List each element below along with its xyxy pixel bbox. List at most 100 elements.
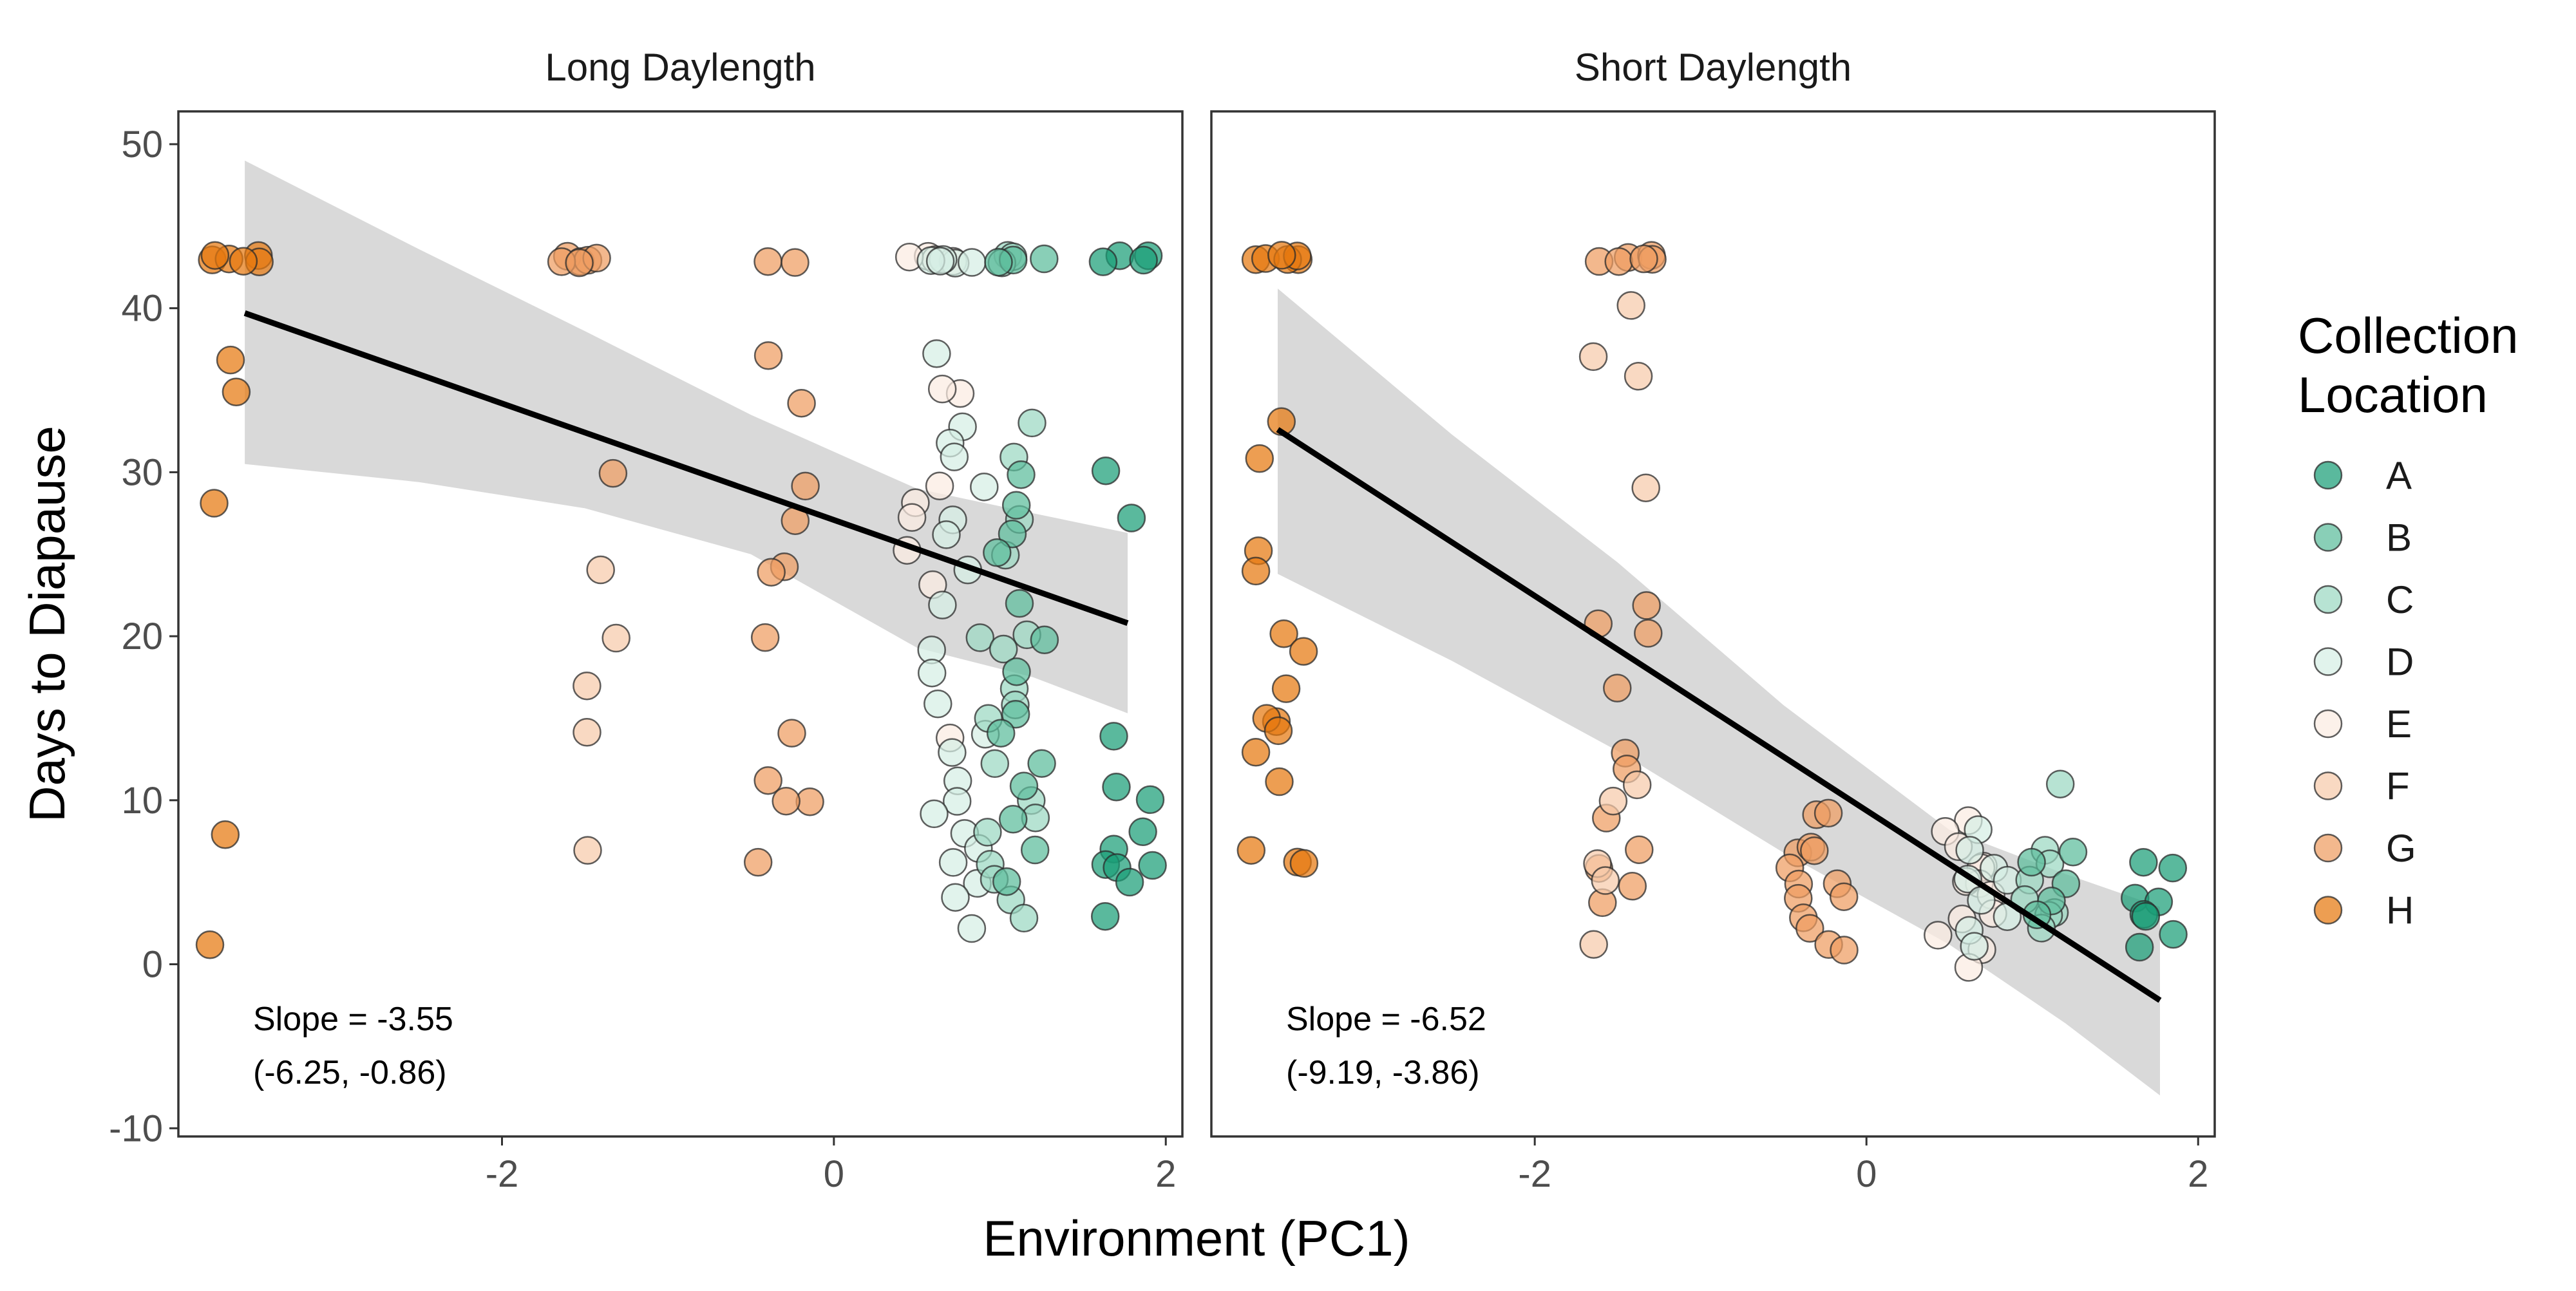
- data-point-G: [787, 388, 816, 418]
- data-point-G: [1604, 247, 1633, 276]
- data-point-C: [973, 818, 1002, 847]
- legend-item-E: E: [2313, 702, 2412, 746]
- legend-item-H: H: [2313, 889, 2414, 932]
- data-point-A: [2159, 919, 2188, 949]
- data-point-G: [1814, 798, 1843, 828]
- data-point-A: [2129, 847, 2158, 877]
- data-point-H: [1271, 674, 1301, 703]
- data-point-D: [940, 442, 969, 471]
- x-tick-label: -2: [486, 1153, 519, 1195]
- data-point-F: [1579, 930, 1608, 959]
- panel-border: [177, 110, 1184, 1138]
- regression-line: [243, 310, 1129, 626]
- data-point-B: [992, 867, 1021, 896]
- data-point-B: [998, 519, 1027, 549]
- data-point-F: [586, 555, 615, 585]
- data-point-B: [1027, 749, 1056, 778]
- data-point-G: [1830, 936, 1859, 965]
- data-point-B: [998, 805, 1028, 834]
- data-point-G: [1625, 835, 1654, 864]
- data-point-A: [1129, 245, 1158, 275]
- data-point-B: [1001, 700, 1030, 729]
- legend-item-G: G: [2313, 827, 2416, 870]
- data-point-H: [200, 241, 230, 270]
- data-point-H: [1245, 444, 1274, 473]
- data-point-D: [938, 738, 967, 767]
- data-point-D: [928, 590, 957, 619]
- legend-label: E: [2386, 702, 2412, 746]
- data-point-F: [1578, 342, 1608, 372]
- data-point-D: [941, 883, 970, 912]
- legend-key: [2313, 896, 2343, 925]
- data-point-G: [777, 719, 806, 748]
- legend-key: [2313, 647, 2343, 676]
- y-tick-label: -10: [109, 1107, 163, 1149]
- data-point-G: [1634, 619, 1663, 648]
- data-point-H: [211, 820, 240, 849]
- data-point-G: [757, 558, 786, 587]
- data-point-H: [195, 930, 225, 959]
- data-point-A: [2125, 932, 2154, 962]
- data-point-D: [922, 339, 951, 368]
- legend-title: Collection: [2298, 307, 2519, 364]
- data-point-G: [1795, 914, 1824, 943]
- data-point-D: [970, 472, 999, 502]
- data-point-B: [2017, 847, 2046, 877]
- legend-key: [2313, 833, 2343, 863]
- plot-area: [1236, 241, 2188, 1096]
- data-point-D: [925, 247, 955, 276]
- data-point-D: [957, 248, 987, 277]
- legend-label: B: [2386, 516, 2412, 560]
- x-axis-title: Environment (PC1): [983, 1210, 1410, 1267]
- y-tick-label: 10: [121, 780, 163, 822]
- legend-title: Location: [2298, 366, 2488, 423]
- data-point-G: [791, 471, 820, 501]
- data-point-F: [1598, 786, 1628, 816]
- data-point-D: [942, 787, 972, 816]
- data-point-G: [750, 623, 780, 652]
- data-point-G: [565, 248, 594, 278]
- data-point-H: [216, 345, 245, 375]
- panel-title: Short Daylength: [1575, 46, 1852, 89]
- data-point-A: [1117, 504, 1146, 532]
- data-point-G: [598, 458, 628, 488]
- data-point-D: [920, 799, 949, 829]
- data-point-H: [1267, 241, 1296, 270]
- data-point-B: [1030, 625, 1059, 655]
- data-point-A: [2158, 853, 2188, 883]
- data-point-A: [2131, 901, 2161, 931]
- data-point-B: [1005, 589, 1034, 618]
- data-point-H: [1269, 619, 1298, 648]
- data-point-D: [957, 914, 987, 943]
- legend-item-D: D: [2313, 641, 2414, 684]
- data-point-B: [986, 719, 1016, 748]
- data-point-A: [1088, 247, 1118, 276]
- data-point-G: [1618, 872, 1647, 901]
- data-point-A: [1090, 901, 1120, 931]
- panel-border: [1210, 110, 2216, 1138]
- data-point-F: [1591, 866, 1620, 895]
- legend-key: [2313, 771, 2343, 800]
- data-point-B: [1020, 835, 1050, 865]
- x-tick-label: 2: [1155, 1153, 1176, 1195]
- data-point-B: [1002, 657, 1031, 686]
- data-point-F: [573, 836, 602, 865]
- data-point-D: [1960, 932, 1989, 961]
- x-tick-label: 2: [2188, 1153, 2208, 1195]
- y-tick-label: 50: [121, 124, 163, 165]
- ci-annotation: (-6.25, -0.86): [253, 1054, 447, 1091]
- legend-key: [2313, 460, 2343, 490]
- data-point-H: [1241, 738, 1271, 767]
- data-point-F: [1622, 770, 1652, 800]
- data-point-B: [1030, 244, 1059, 274]
- legend-item-C: C: [2313, 578, 2414, 621]
- legend-item-B: B: [2313, 516, 2412, 560]
- y-tick-label: 0: [142, 944, 163, 986]
- y-tick-label: 40: [121, 288, 163, 330]
- legend-item-F: F: [2313, 765, 2410, 808]
- legend-label: G: [2386, 827, 2416, 870]
- data-point-F: [1616, 291, 1645, 320]
- legend-item-A: A: [2313, 454, 2412, 497]
- legend-key: [2313, 709, 2343, 739]
